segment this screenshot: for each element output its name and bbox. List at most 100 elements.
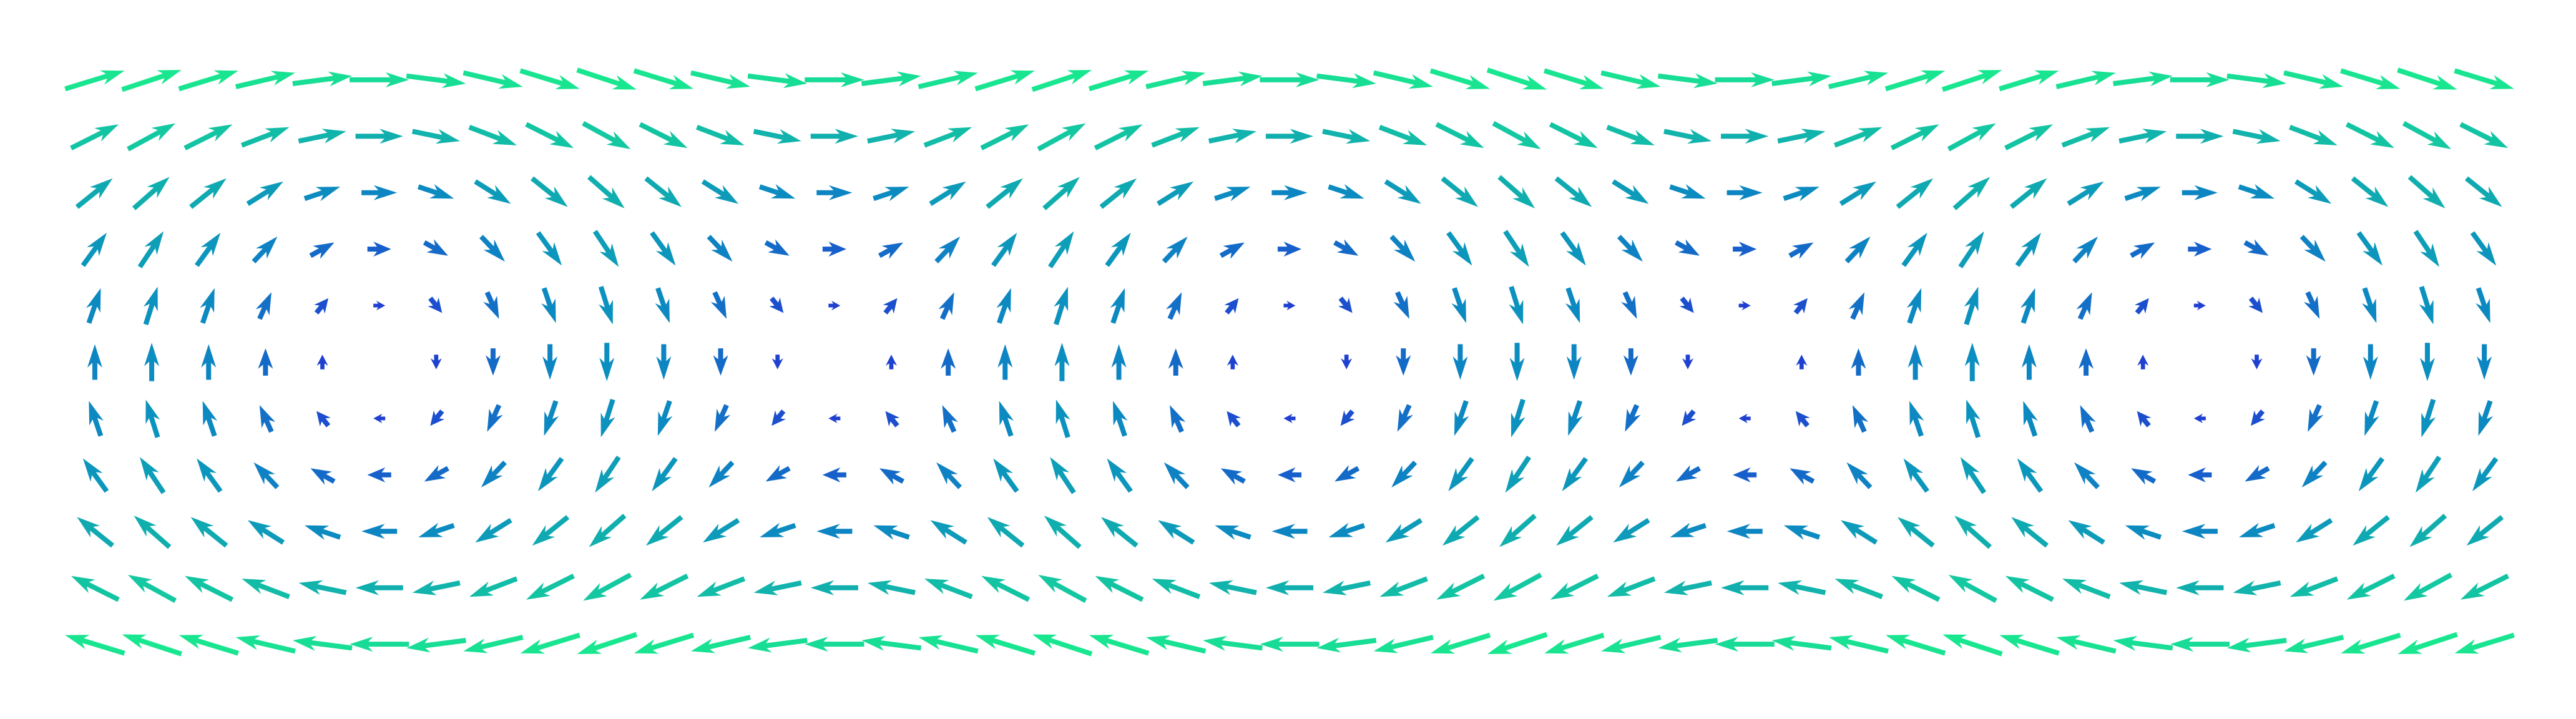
arrow xyxy=(292,71,353,87)
arrow xyxy=(1606,124,1655,145)
arrow xyxy=(2004,124,2053,150)
arrow xyxy=(2193,300,2206,311)
arrow xyxy=(1715,637,1775,652)
arrow xyxy=(1031,70,1092,92)
arrow xyxy=(2134,298,2149,315)
arrow xyxy=(253,462,280,489)
arrow xyxy=(765,465,791,482)
arrow xyxy=(1215,525,1251,540)
arrow xyxy=(592,230,619,267)
arrow xyxy=(2308,404,2324,432)
arrow xyxy=(538,457,564,492)
arrow xyxy=(1486,67,1547,90)
arrow xyxy=(1783,525,1821,540)
arrow xyxy=(1441,176,1478,207)
arrow xyxy=(1669,183,1706,199)
arrow xyxy=(2397,632,2458,654)
arrow xyxy=(190,517,228,548)
arrow xyxy=(1165,292,1182,320)
arrow xyxy=(1335,465,1360,482)
arrow xyxy=(640,574,689,600)
arrow xyxy=(1771,71,1831,87)
arrow xyxy=(1663,129,1712,144)
arrow xyxy=(479,235,505,262)
arrow xyxy=(1389,235,1416,262)
arrow xyxy=(298,580,347,595)
arrow xyxy=(1543,68,1604,89)
arrow xyxy=(412,580,461,595)
arrow xyxy=(1960,457,1987,494)
arrow xyxy=(1373,70,1433,89)
arrow xyxy=(1778,580,1826,595)
arrow xyxy=(576,67,637,90)
arrow xyxy=(121,70,182,92)
arrow xyxy=(485,348,501,376)
arrow xyxy=(1224,298,1239,315)
arrow xyxy=(1556,515,1594,546)
arrow xyxy=(430,355,442,369)
arrow xyxy=(2062,579,2111,600)
arrow xyxy=(1328,522,1365,537)
arrow xyxy=(805,72,864,87)
arrow xyxy=(1625,404,1641,432)
arrow xyxy=(483,291,499,319)
arrow xyxy=(316,411,331,428)
arrow xyxy=(655,287,670,323)
arrow xyxy=(1328,183,1364,199)
arrow xyxy=(760,522,796,537)
arrow xyxy=(355,580,403,595)
arrow xyxy=(418,522,455,537)
arrow xyxy=(1554,176,1592,207)
arrow xyxy=(1032,634,1093,657)
arrow xyxy=(1227,411,1241,428)
arrow xyxy=(1111,344,1127,380)
arrow xyxy=(981,575,1031,602)
arrow xyxy=(1446,231,1472,266)
arrow xyxy=(143,286,158,326)
arrow xyxy=(1157,181,1194,207)
arrow xyxy=(2118,129,2167,144)
arrow xyxy=(424,465,449,482)
arrow xyxy=(2290,576,2339,597)
arrow xyxy=(411,129,460,144)
arrow xyxy=(89,401,104,437)
arrow xyxy=(1323,580,1371,595)
arrow xyxy=(1050,457,1076,494)
arrow xyxy=(1509,286,1524,325)
arrow xyxy=(769,296,784,313)
arrow xyxy=(1487,632,1548,654)
arrow xyxy=(2130,242,2155,259)
arrow xyxy=(1550,574,1599,600)
arrow xyxy=(1848,292,1864,320)
arrow xyxy=(2021,344,2037,380)
arrow xyxy=(810,580,858,595)
arrow xyxy=(2415,456,2442,493)
arrow xyxy=(1896,178,1934,209)
arrow xyxy=(1771,635,1832,651)
arrow xyxy=(1452,344,1468,380)
arrow xyxy=(2119,580,2168,595)
arrow xyxy=(235,71,295,89)
arrow xyxy=(822,242,846,257)
arrow xyxy=(1511,398,1526,438)
arrow xyxy=(2243,239,2269,256)
arrow xyxy=(1435,122,1484,149)
arrow xyxy=(708,460,735,488)
arrow xyxy=(430,409,445,426)
arrow xyxy=(1733,467,1757,482)
arrow xyxy=(2421,398,2436,438)
arrow xyxy=(1964,343,1980,381)
arrow xyxy=(2113,635,2173,651)
arrow xyxy=(65,635,125,656)
arrow xyxy=(423,239,448,256)
arrow xyxy=(1436,574,1486,600)
arrow xyxy=(1152,579,1201,600)
arrow xyxy=(2176,129,2224,144)
arrow xyxy=(1277,467,1302,482)
arrow xyxy=(134,516,172,549)
arrow xyxy=(316,355,328,369)
arrow xyxy=(1283,300,1296,311)
arrow xyxy=(71,575,120,602)
arrow xyxy=(2454,68,2514,89)
